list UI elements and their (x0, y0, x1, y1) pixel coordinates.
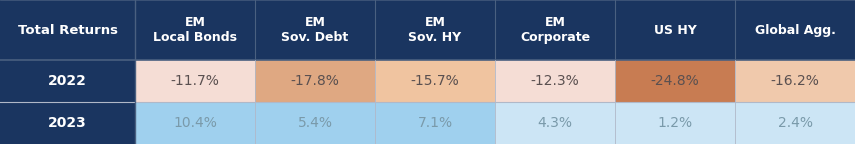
Bar (0, 102, 135, 144)
Bar (255, 102, 375, 144)
Text: 2022: 2022 (48, 74, 87, 88)
Text: EM
Local Bonds: EM Local Bonds (153, 16, 237, 44)
Bar (495, 102, 615, 144)
Bar (735, 60, 855, 102)
Bar (255, 60, 375, 102)
Bar (615, 0, 735, 60)
Bar (615, 60, 735, 102)
Text: 7.1%: 7.1% (417, 116, 452, 130)
Bar (135, 60, 255, 102)
Bar (735, 0, 855, 60)
Text: 4.3%: 4.3% (538, 116, 573, 130)
Bar (255, 0, 375, 60)
Text: EM
Sov. HY: EM Sov. HY (409, 16, 462, 44)
Text: 5.4%: 5.4% (298, 116, 333, 130)
Text: 2.4%: 2.4% (777, 116, 812, 130)
Bar (135, 0, 255, 60)
Bar (0, 60, 135, 102)
Text: EM
Corporate: EM Corporate (520, 16, 590, 44)
Bar (0, 0, 135, 60)
Text: 2023: 2023 (48, 116, 87, 130)
Text: -15.7%: -15.7% (410, 74, 459, 88)
Text: -12.3%: -12.3% (531, 74, 580, 88)
Bar (615, 102, 735, 144)
Text: 1.2%: 1.2% (657, 116, 693, 130)
Text: Total Returns: Total Returns (18, 24, 117, 37)
Bar (495, 0, 615, 60)
Bar (375, 0, 495, 60)
Text: -24.8%: -24.8% (651, 74, 699, 88)
Bar (375, 102, 495, 144)
Text: Global Agg.: Global Agg. (755, 24, 835, 37)
Text: -17.8%: -17.8% (291, 74, 339, 88)
Text: -11.7%: -11.7% (171, 74, 220, 88)
Bar (495, 60, 615, 102)
Text: -16.2%: -16.2% (770, 74, 819, 88)
Text: US HY: US HY (654, 24, 696, 37)
Bar (375, 60, 495, 102)
Text: 10.4%: 10.4% (174, 116, 217, 130)
Bar (135, 102, 255, 144)
Text: EM
Sov. Debt: EM Sov. Debt (281, 16, 349, 44)
Bar (735, 102, 855, 144)
